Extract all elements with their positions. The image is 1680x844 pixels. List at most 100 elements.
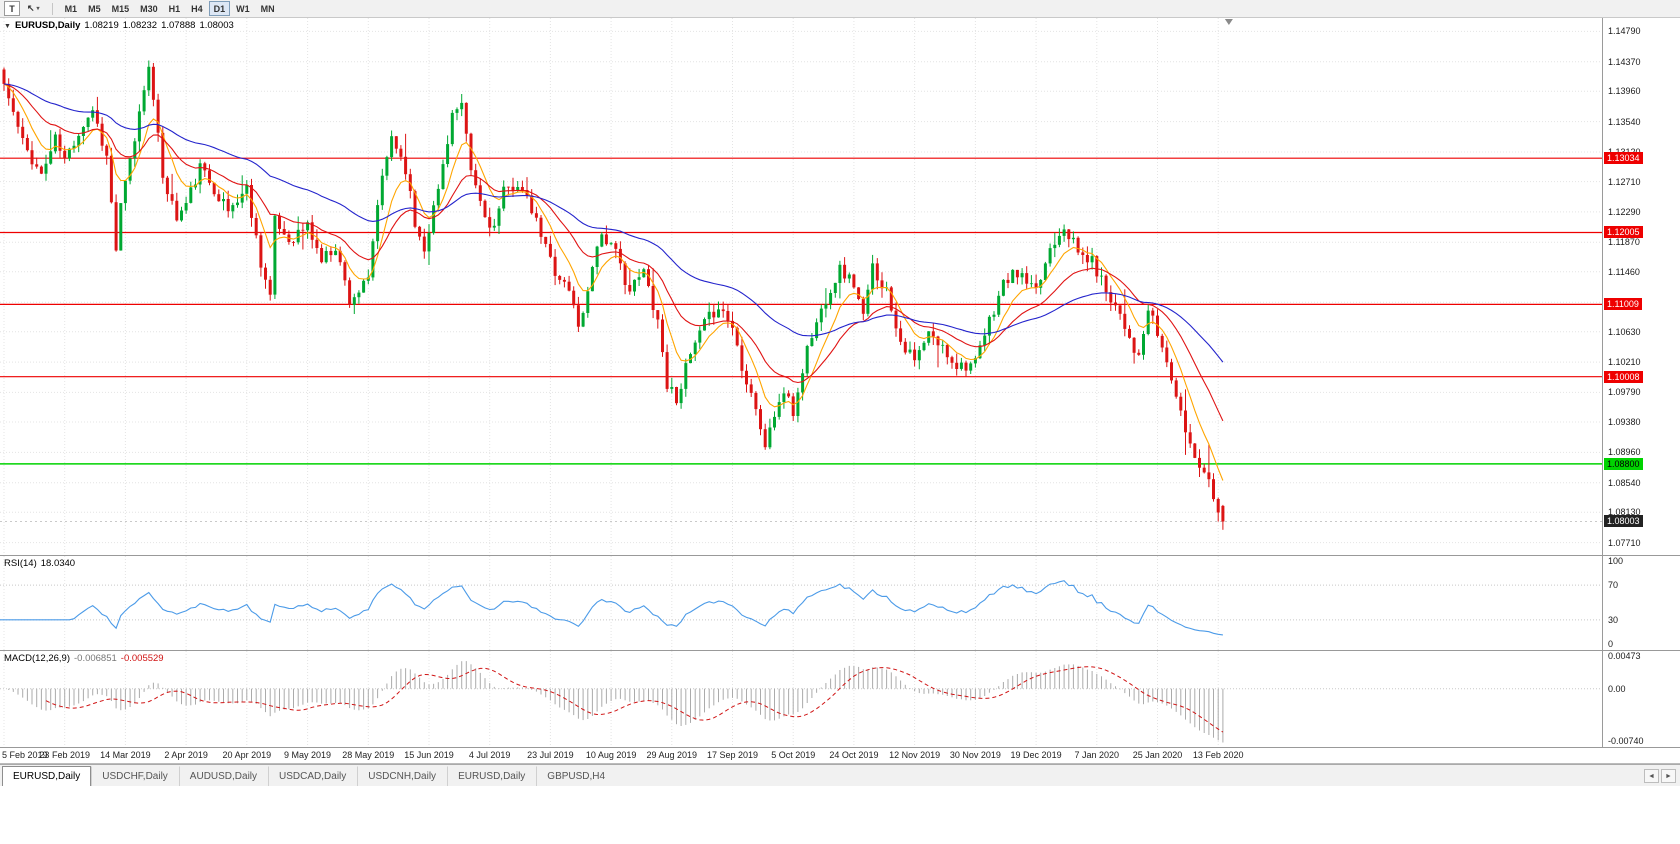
price-tick-label: 1.14790 [1608,26,1641,37]
resistance-price-label: 1.12005 [1604,226,1643,239]
time-axis-label: 23 Feb 2019 [39,750,90,760]
macd-plot-svg[interactable] [0,651,1602,844]
price-tick-label: 1.09380 [1608,417,1641,428]
chart-tab-gbpusd-h4[interactable]: GBPUSD,H4 [536,766,616,786]
time-axis-label: 23 Jul 2019 [527,750,574,760]
candlestick-plot-svg[interactable] [0,18,1602,844]
chart-tab-eurusd-daily[interactable]: EURUSD,Daily [447,766,536,786]
price-tick-label: 1.12710 [1608,176,1641,187]
time-axis-label: 9 May 2019 [284,750,332,760]
cursor-icon: ↖ [27,3,35,13]
rsi-header: RSI(14) 18.0340 [4,558,79,569]
time-axis-label: 19 Dec 2019 [1010,750,1062,760]
time-axis-label: 13 Feb 2020 [1192,750,1244,760]
toolbar: T ↖ ▾ M1 M5 M15 M30 H1 H4 D1 W1 MN [0,0,1680,18]
chevron-down-icon: ▾ [36,6,40,12]
chart-tab-bar: EURUSD,Daily USDCHF,Daily AUDUSD,Daily USDC… [0,764,1680,786]
time-axis-label: 20 Apr 2019 [222,750,272,760]
symbol-timeframe-label: EURUSD,Daily [14,20,81,31]
tab-scroll-controls: ◄ ► [1644,769,1676,783]
price-tick-label: 1.10210 [1608,357,1641,368]
chart-tab-eurusd-daily[interactable]: EURUSD,Daily [2,766,92,786]
timeframe-button-w1[interactable]: W1 [231,1,255,16]
macd-axis[interactable]: 0.00473 0.00 -0.00740 [1602,651,1680,747]
price-tick-label: 1.11460 [1608,266,1640,277]
price-tick-label: 1.14370 [1608,56,1641,67]
price-tick-label: 1.10630 [1608,326,1641,337]
price-axis[interactable]: 1.14790 1.14370 1.13960 1.13540 1.13120 1.127… [1602,18,1680,555]
price-tick-label: 1.12290 [1608,206,1641,217]
timeframe-button-d1[interactable]: D1 [208,1,231,16]
main-chart-panel: ▼ EURUSD,Daily 1.08219 1.08232 1.07888 1.0800… [0,18,1680,844]
text-tool-button[interactable]: T [4,1,20,16]
chart-tab-usdchf-daily[interactable]: USDCHF,Daily [91,766,179,786]
timeframe-button-mn[interactable]: MN [256,1,280,16]
price-tick-label: 1.13120 [1608,147,1641,158]
rsi-tick-label: 70 [1608,580,1619,591]
rsi-tick-label: 0 [1608,639,1614,649]
macd-main-value: -0.006851 [74,653,117,664]
support-price-label: 1.08800 [1604,457,1643,470]
timeframe-button-m5[interactable]: M5 [83,1,106,16]
tab-scroll-left-icon[interactable]: ◄ [1644,769,1659,783]
resistance-price-label: 1.11009 [1604,298,1642,311]
timeframe-button-m15[interactable]: M15 [107,1,135,16]
time-axis-label: 15 Jun 2019 [404,750,454,760]
time-axis-label: 25 Jan 2020 [1132,750,1183,760]
macd-tick-label: -0.00740 [1608,736,1644,746]
resistance-price-label: 1.10008 [1604,370,1643,383]
timeframe-button-h4[interactable]: H4 [186,1,208,16]
high-value: 1.08232 [122,20,158,31]
time-axis-label: 10 Aug 2019 [585,750,637,760]
macd-tick-label: 0.00473 [1608,651,1641,661]
tab-scroll-right-icon[interactable]: ► [1661,769,1676,783]
close-value: 1.08003 [199,20,234,31]
chart-tab-audusd-daily[interactable]: AUDUSD,Daily [178,766,268,786]
empty-area [0,786,1680,843]
resistance-price-label: 1.13034 [1604,152,1643,165]
time-axis-label: 2 Apr 2019 [164,750,208,760]
timeframe-toolbar: M1 M5 M15 M30 H1 H4 D1 W1 MN [60,1,280,16]
macd-signal-value: -0.005529 [120,653,164,664]
chart-tab-usdcnh-daily[interactable]: USDCNH,Daily [357,766,447,786]
price-tick-label: 1.08540 [1608,477,1641,488]
price-tick-label: 1.09790 [1608,387,1641,398]
chart-shift-marker [1224,19,1233,25]
chart-tabs: EURUSD,Daily USDCHF,Daily AUDUSD,Daily USDC… [2,766,616,786]
macd-indicator-panel: MACD(12,26,9) -0.006851 -0.005529 0.00473 0… [0,651,1680,844]
timeframe-button-m30[interactable]: M30 [135,1,163,16]
time-axis-label: 5 Oct 2019 [771,750,816,760]
open-value: 1.08219 [84,20,119,31]
time-axis-label: 30 Nov 2019 [949,750,1001,760]
time-axis-label: 7 Jan 2020 [1074,750,1120,760]
time-axis-label: 24 Oct 2019 [829,750,879,760]
time-axis[interactable]: 5 Feb 2019 23 Feb 2019 14 Mar 2019 2 Apr 20… [0,748,1680,764]
rsi-plot-svg[interactable] [0,556,1602,844]
rsi-label: RSI(14) [4,558,37,569]
rsi-axis[interactable]: 100 70 30 0 [1602,556,1680,650]
price-tick-label: 1.13960 [1608,86,1641,97]
time-axis-label: 12 Nov 2019 [889,750,941,760]
price-tick-label: 1.11870 [1608,237,1640,248]
price-tick-label: 1.08960 [1608,447,1641,458]
rsi-tick-label: 100 [1608,556,1624,566]
price-tick-label: 1.07710 [1608,537,1641,548]
time-axis-label: 14 Mar 2019 [100,750,151,760]
candlestick-chart[interactable] [0,18,1602,844]
collapse-chart-icon[interactable]: ▼ [4,23,11,30]
timeframe-button-m1[interactable]: M1 [60,1,83,16]
timeframe-button-h1[interactable]: H1 [164,1,186,16]
macd-chart[interactable] [0,651,1602,844]
rsi-tick-label: 30 [1608,614,1619,625]
time-axis-label: 17 Sep 2019 [706,750,759,760]
time-axis-label: 5 Feb 2019 [2,750,48,760]
chart-tab-usdcad-daily[interactable]: USDCAD,Daily [268,766,357,786]
macd-header: MACD(12,26,9) -0.006851 -0.005529 [4,653,168,664]
rsi-chart[interactable] [0,556,1602,844]
macd-label: MACD(12,26,9) [4,653,70,664]
time-axis-label: 28 May 2019 [342,750,395,760]
price-tick-label: 1.08130 [1608,507,1641,518]
time-axis-label: 4 Jul 2019 [468,750,511,760]
rsi-indicator-panel: RSI(14) 18.0340 100 70 30 0 [0,556,1680,844]
cursor-tool-button[interactable]: ↖ ▾ [22,1,45,16]
